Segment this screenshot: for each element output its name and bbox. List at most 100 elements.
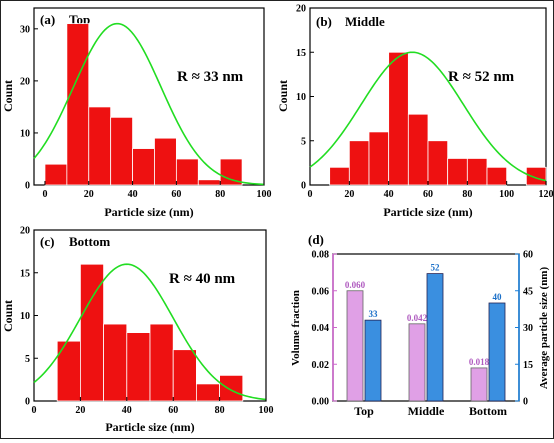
panel-c-bar: [103, 323, 128, 402]
panel-d-left-tick-label: 0.02: [312, 360, 330, 371]
panel-d-right-tick-label: 45: [523, 286, 533, 297]
panel-d-volume-label: 0.042: [407, 313, 428, 323]
panel-c-bar: [219, 374, 244, 402]
panel-b-bar: [466, 158, 488, 186]
panel-a-xtick-label: 100: [257, 189, 272, 200]
panel-b-bar: [447, 158, 468, 186]
panel-d-y2label: Average particle size (nm): [538, 267, 550, 390]
panel-b-bar: [388, 51, 409, 186]
panel-b-ytick-label: 20: [296, 4, 306, 15]
panel-d-right-tick-label: 60: [523, 250, 533, 261]
panel-d-category-label: Bottom: [469, 404, 507, 418]
panel-c-annotation: R ≈ 40 nm: [169, 271, 236, 287]
panel-a-xlabel: Particle size (nm): [104, 205, 193, 219]
panel-c-bar: [149, 323, 174, 402]
panel-a-ylabel: Count: [1, 80, 15, 112]
panel-b-xtick-label: 20: [344, 189, 354, 200]
panel-c-ytick-label: 20: [20, 226, 30, 237]
panel-a: (a) Top R ≈ 33 nm Particle size (nm) Cou…: [1, 7, 265, 219]
panel-b-title: Middle: [345, 14, 385, 29]
panel-a-bar: [175, 158, 199, 186]
panel-a-annotation: R ≈ 33 nm: [177, 69, 244, 85]
panel-a-bar: [110, 116, 133, 186]
panel-c-bar: [172, 349, 197, 402]
panel-a-ytick-label: 20: [20, 76, 30, 87]
panel-d-size-bar: [488, 302, 506, 402]
panel-c-ytick-label: 0: [25, 397, 30, 408]
panel-d-left-tick-label: 0.08: [312, 250, 330, 261]
panel-d-volume-bar: [470, 367, 488, 402]
panel-b: (b) Middle R ≈ 52 nm Particle size (nm) …: [276, 7, 547, 219]
panel-b-ytick-label: 0: [301, 181, 306, 192]
panel-b-xlabel: Particle size (nm): [383, 205, 472, 219]
panel-b-ytick-label: 15: [296, 48, 306, 59]
panel-d-right-tick-label: 30: [523, 323, 533, 334]
panel-a-bar: [88, 106, 112, 186]
panel-a-bar: [219, 158, 243, 186]
panel-b-ytick-label: 5: [301, 136, 306, 147]
panel-b-ylabel: Count: [276, 80, 290, 112]
panel-b-bar: [486, 166, 508, 186]
panel-d-right-tick-label: 15: [523, 360, 533, 371]
panel-b-fit-curve: [309, 51, 547, 182]
panel-c-xtick-label: 100: [259, 405, 274, 416]
panel-d-marks: 0.06033Top0.04252Middle0.01840Bottom0.00…: [312, 250, 534, 419]
panel-d-label: (d): [308, 232, 324, 247]
panel-b-bar: [407, 113, 429, 186]
panel-d-category-label: Top: [354, 404, 374, 418]
panel-c-xtick-label: 0: [32, 405, 37, 416]
panel-d-size-bar: [426, 273, 444, 402]
panel-d-size-label: 52: [431, 263, 441, 273]
panel-c: (c) Bottom R ≈ 40 nm Particle size (nm) …: [1, 229, 267, 434]
panel-a-ytick-label: 10: [20, 128, 30, 139]
panel-c-ytick-label: 15: [20, 268, 30, 279]
panel-a-xtick-label: 80: [215, 189, 225, 200]
panel-d-right-tick-label: 0: [523, 397, 528, 408]
panel-d-volume-bar: [346, 290, 364, 402]
panel-d-volume-label: 0.060: [345, 280, 366, 290]
panel-a-ytick-label: 30: [20, 24, 30, 35]
panel-b-bar: [348, 140, 370, 186]
panel-d-size-bar: [364, 319, 382, 402]
panel-a-bar: [197, 179, 221, 186]
panel-c-xtick-label: 60: [168, 405, 178, 416]
panel-d-left-tick-label: 0.00: [312, 397, 330, 408]
panel-c-xtick-label: 80: [215, 405, 225, 416]
panel-a-bar: [154, 137, 177, 186]
panel-c-ylabel: Count: [1, 300, 15, 332]
panel-b-xtick-label: 60: [423, 189, 433, 200]
panel-c-xtick-label: 20: [75, 405, 85, 416]
panel-c-xlabel: Particle size (nm): [105, 420, 194, 434]
panel-d-category-label: Middle: [408, 404, 445, 418]
panel-d-size-label: 33: [369, 309, 379, 319]
panel-a-ytick-label: 0: [25, 181, 30, 192]
panel-b-marks: 0 20 40 60 80 100 120 0 5 10 15 20: [296, 4, 554, 201]
panel-d-left-tick-label: 0.06: [312, 286, 330, 297]
panel-d-volume-bar: [408, 323, 426, 402]
panel-c-ytick-label: 5: [25, 354, 30, 365]
panel-a-fit-curve: [33, 22, 265, 186]
panel-a-bar: [44, 163, 68, 186]
panel-c-bar: [126, 332, 151, 402]
panel-b-xtick-label: 120: [539, 189, 554, 200]
panel-a-xtick-label: 0: [42, 189, 47, 200]
panel-d-size-label: 40: [493, 292, 503, 302]
panel-b-xtick-label: 40: [384, 189, 394, 200]
panel-c-label: (c): [40, 234, 54, 249]
panel-d-ylabel: Volume fraction: [290, 290, 302, 366]
panel-a-marks: 0 20 40 60 80 100 0 10 20 30: [20, 22, 272, 200]
panel-b-annotation: R ≈ 52 nm: [448, 69, 515, 85]
panel-c-bar: [195, 383, 220, 402]
panel-b-bar: [525, 166, 547, 186]
panel-b-bar: [427, 140, 449, 186]
panel-c-marks: 0 20 40 60 80 100 0 5 10 15 20: [20, 226, 274, 417]
panel-c-fit-curve: [33, 263, 267, 401]
panel-a-label: (a): [40, 12, 55, 27]
panel-c-ytick-label: 10: [20, 311, 30, 322]
panel-d-volume-label: 0.018: [469, 357, 490, 367]
panel-c-title: Bottom: [69, 234, 110, 249]
panel-a-xtick-label: 40: [128, 189, 138, 200]
panel-b-xtick-label: 80: [462, 189, 472, 200]
